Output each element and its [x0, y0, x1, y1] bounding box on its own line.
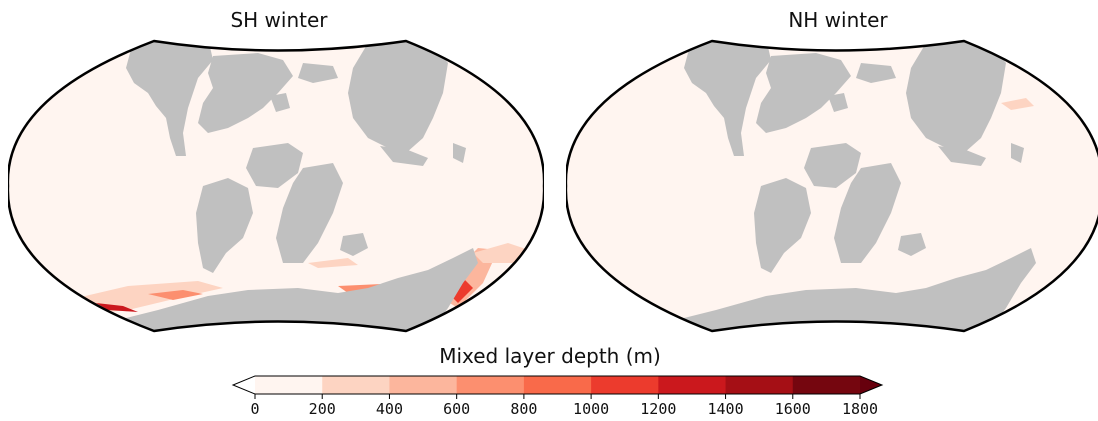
colorbar-segment: [591, 376, 659, 394]
land-west-central: [196, 178, 253, 273]
land-antarctica: [88, 248, 478, 331]
colorbar-tick-label: 1600: [775, 400, 811, 418]
mld-patch-southwest-core: [96, 303, 138, 312]
mld-patch-east: [1001, 98, 1034, 110]
panel-title-nh-winter: NH winter: [788, 8, 888, 32]
colorbar-segment: [725, 376, 794, 394]
land-small-north: [828, 93, 848, 112]
colorbar: 0 200 400 600 800 1000 1200 1400 1600 1800: [231, 375, 884, 418]
colorbar-tick-label: 400: [376, 400, 403, 418]
colorbar-tick-label: 200: [309, 400, 336, 418]
colorbar-segment: [389, 376, 458, 394]
colorbar-segment: [658, 376, 727, 394]
land-antarctica: [646, 248, 1036, 331]
colorbar-tick-label: 1400: [707, 400, 743, 418]
land-north-central: [198, 53, 293, 133]
colorbar-extend-under: [233, 376, 255, 394]
colorbar-segment: [792, 376, 861, 394]
colorbar-tick-label: 1000: [573, 400, 609, 418]
colorbar-segment: [523, 376, 592, 394]
land-masses: [88, 41, 478, 331]
colorbar-segment: [255, 376, 323, 394]
colorbar-tick-label: 600: [443, 400, 470, 418]
land-northeast: [348, 41, 448, 153]
colorbar-tick-label: 1800: [842, 400, 878, 418]
land-east-central: [834, 163, 901, 263]
mld-patch-southwest-mid: [148, 290, 203, 300]
land-north-strip: [298, 63, 338, 83]
map-nh-winter: [566, 39, 1098, 333]
land-north-central: [756, 53, 851, 133]
land-east-islet: [1011, 143, 1024, 163]
land-masses: [646, 41, 1036, 331]
land-east-islet: [453, 143, 466, 163]
land-northwest: [126, 41, 213, 156]
land-small-north: [270, 93, 290, 112]
land-east-island: [380, 146, 428, 166]
map-sh-winter: [8, 39, 544, 333]
map-border: [566, 39, 1098, 333]
mld-patch-central: [308, 258, 358, 268]
land-small-central-south: [340, 233, 368, 256]
colorbar-tick-label: 0: [250, 400, 259, 418]
land-center: [804, 143, 861, 188]
land-east-island: [938, 146, 986, 166]
colorbar-tick-label: 800: [510, 400, 537, 418]
panel-title-sh-winter: SH winter: [230, 8, 328, 32]
land-northwest: [684, 41, 771, 156]
land-small-central-south: [898, 233, 926, 256]
colorbar-segment: [322, 376, 390, 394]
land-north-strip: [856, 63, 896, 83]
colorbar-tick-label: 1200: [640, 400, 676, 418]
colorbar-segment: [456, 376, 525, 394]
land-center: [246, 143, 303, 188]
colorbar-label: Mixed layer depth (m): [439, 344, 661, 368]
land-east-central: [276, 163, 343, 263]
map-border: [8, 39, 544, 333]
land-west-central: [754, 178, 811, 273]
land-northeast: [906, 41, 1006, 153]
colorbar-extend-over: [860, 376, 882, 394]
